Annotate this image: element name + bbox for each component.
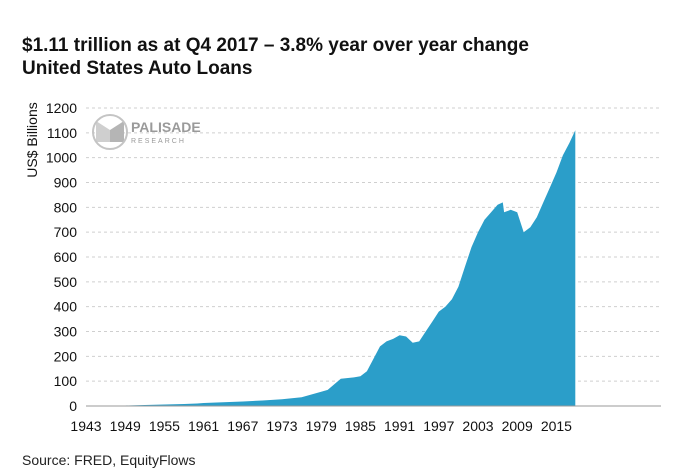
x-tick-label: 2009	[502, 418, 533, 434]
x-tick-label: 2003	[462, 418, 493, 434]
y-axis-title: US$ Billions	[24, 102, 40, 177]
y-tick-label: 1100	[47, 125, 77, 141]
y-axis-ticks: 0 100 200 300 400 500 600 700 800 900 1000 1100 1200	[46, 100, 77, 414]
y-tick-label: 800	[54, 199, 78, 215]
x-tick-label: 1985	[345, 418, 376, 434]
y-tick-label: 0	[69, 398, 77, 414]
logo-icon	[92, 114, 128, 150]
y-tick-label: 1200	[46, 100, 77, 116]
x-tick-label: 1949	[110, 418, 141, 434]
x-tick-label: 2015	[541, 418, 572, 434]
x-tick-label: 1997	[423, 418, 454, 434]
x-tick-label: 1961	[188, 418, 219, 434]
x-tick-label: 1967	[227, 418, 258, 434]
logo-name: PALISADE	[131, 119, 201, 135]
x-tick-label: 1955	[149, 418, 180, 434]
y-tick-label: 900	[54, 175, 78, 191]
x-tick-label: 1979	[306, 418, 337, 434]
y-tick-label: 400	[54, 299, 78, 315]
chart-subtitle: United States Auto Loans	[22, 58, 253, 79]
series-area	[86, 130, 576, 407]
x-tick-label: 1943	[70, 418, 101, 434]
y-tick-label: 600	[54, 249, 78, 265]
logo-tagline: RESEARCH	[131, 138, 186, 145]
x-tick-label: 1973	[266, 418, 297, 434]
chart-title: $1.11 trillion as at Q4 2017 – 3.8% year…	[22, 35, 529, 56]
source-note: Source: FRED, EquityFlows	[22, 452, 196, 468]
x-axis-ticks: 1943 1949 1955 1961 1967 1973 1979 1985 1991 1997…	[70, 418, 572, 434]
y-tick-label: 200	[54, 348, 78, 364]
y-tick-label: 100	[54, 373, 78, 389]
palisade-logo: PALISADE RESEARCH	[92, 114, 201, 150]
y-tick-label: 700	[54, 224, 78, 240]
y-tick-label: 500	[54, 274, 78, 290]
x-tick-label: 1991	[384, 418, 415, 434]
y-tick-label: 1000	[46, 150, 77, 166]
y-tick-label: 300	[54, 324, 78, 340]
